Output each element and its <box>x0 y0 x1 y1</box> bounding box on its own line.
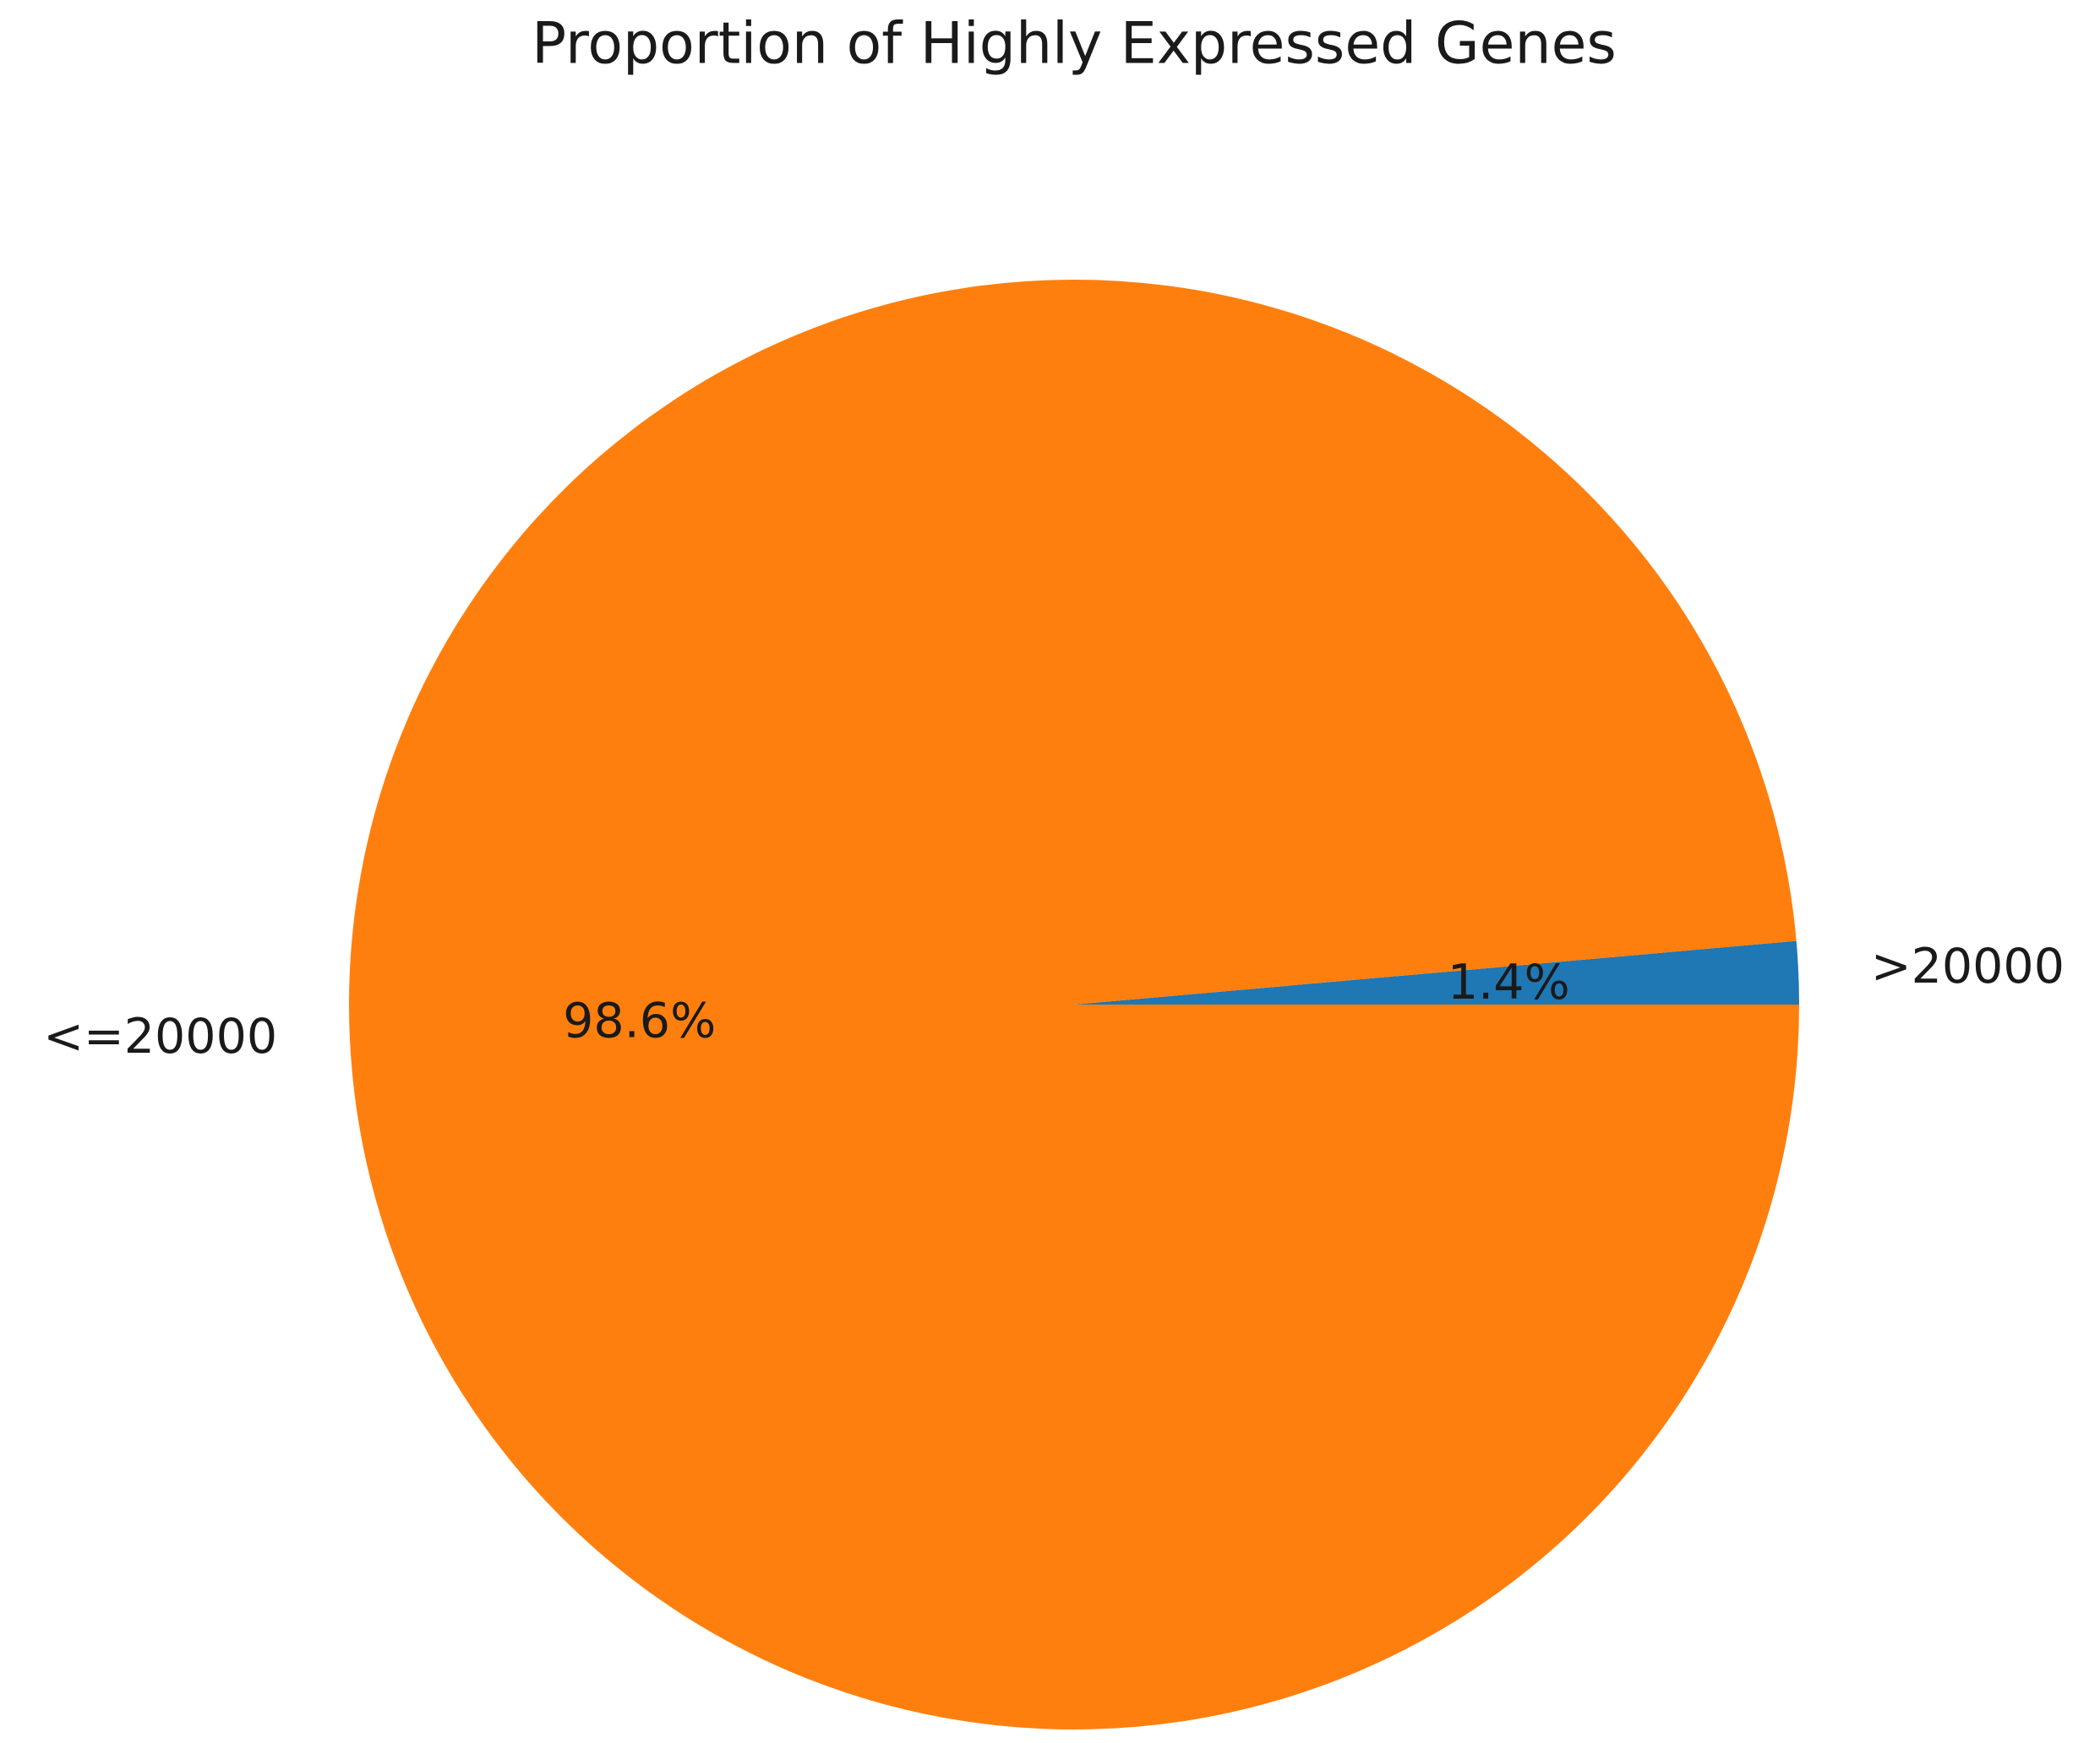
percent-label: 1.4% <box>1448 955 1570 1010</box>
chart-title: Proportion of Highly Expressed Genes <box>532 11 1617 78</box>
percent-label: 98.6% <box>563 993 716 1049</box>
pie-slice <box>348 280 1799 1730</box>
slice-label: <=20000 <box>43 1009 277 1065</box>
pie-slice <box>1074 940 1799 1005</box>
slice-label: >20000 <box>1871 939 2065 994</box>
